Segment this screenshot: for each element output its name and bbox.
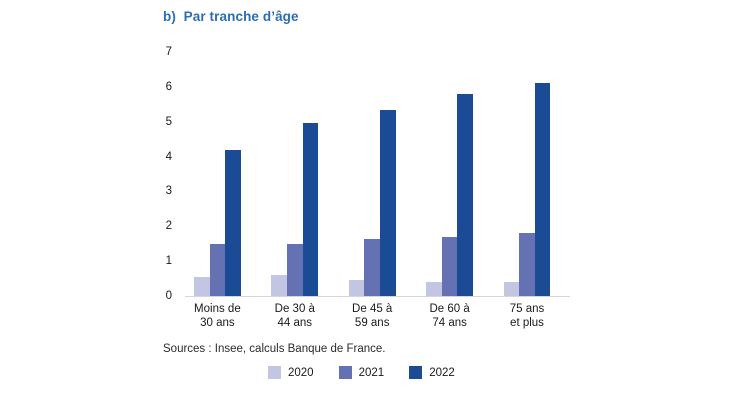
bar-2020-group5 [503,282,520,296]
legend: 2020 2021 2022 [268,366,455,379]
bar-2021-group3 [364,238,380,296]
y-tick-label: 6 [165,80,172,93]
bar-2021-group5 [519,233,535,296]
bar-2022-group1 [225,149,241,296]
bar-2020-group1 [194,276,210,296]
legend-swatch-2021 [338,366,352,379]
y-tick-label: 3 [165,185,172,198]
y-tick-label: 2 [165,220,172,233]
source-note: Sources : Insee, calculs Banque de Franc… [163,343,386,355]
legend-swatch-2022 [409,366,423,379]
legend-item-2020: 2020 [268,366,314,379]
legend-label-2022: 2022 [429,366,455,379]
y-tick-label: 4 [165,150,172,163]
bar-2020-group4 [426,282,442,296]
legend-label-2021: 2021 [358,366,385,379]
bar-2020-group3 [348,280,365,296]
y-tick-label: 5 [165,115,172,128]
bar-2022-group2 [302,123,319,296]
chart-title: b) Par tranche d’âge [163,9,299,24]
x-category-label: De 30 à 44 ans [274,303,315,329]
bar-2022-group5 [534,83,551,296]
x-category-label: Moins de 30 ans [194,303,241,329]
x-category-label: 75 ans et plus [509,303,545,329]
bar-2022-group3 [380,109,396,296]
legend-item-2022: 2022 [409,366,455,379]
bar-2021-group1 [209,243,226,296]
bar-2020-group2 [271,275,287,296]
x-category-label: De 60 à 74 ans [429,303,470,329]
bar-2021-group4 [441,236,458,296]
x-axis-baseline [185,296,570,297]
bar-plot [185,52,570,296]
bar-2022-group4 [457,93,473,296]
x-category-label: De 45 à 59 ans [352,303,393,329]
legend-item-2021: 2021 [338,366,385,379]
y-tick-label: 1 [165,255,172,268]
y-tick-label: 7 [165,46,172,58]
bar-2021-group2 [287,243,303,296]
y-tick-label: 0 [165,290,172,302]
legend-swatch-2020 [268,366,281,379]
legend-label-2020: 2020 [288,366,314,379]
